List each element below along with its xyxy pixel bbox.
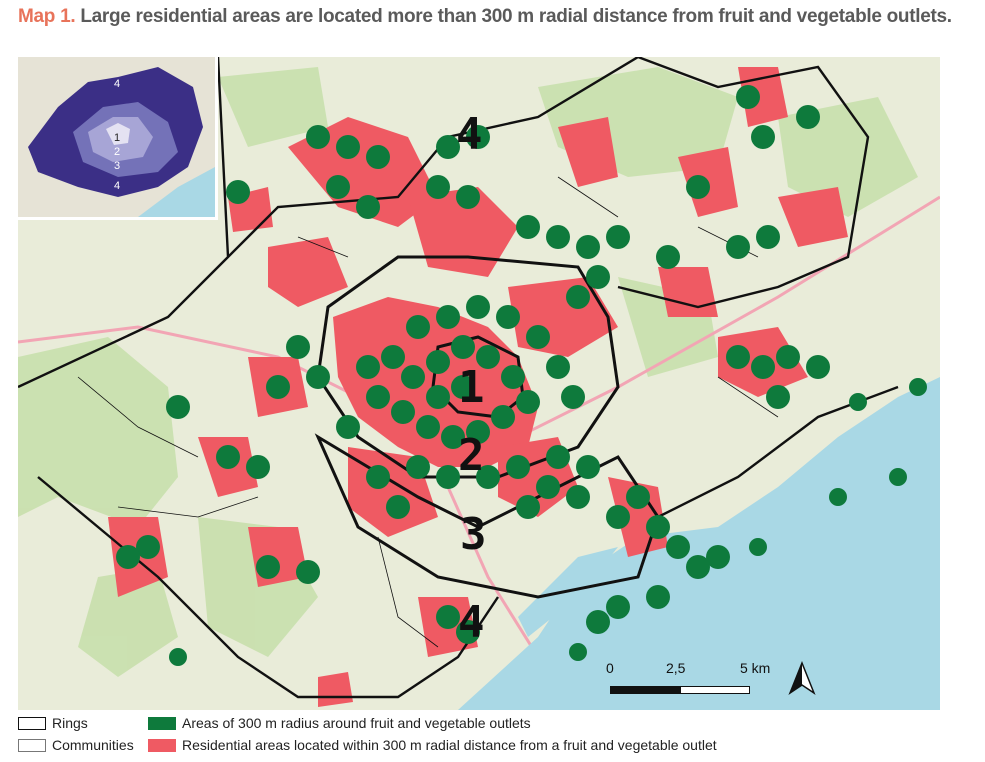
scale-segment-dark <box>610 686 680 694</box>
map-number: Map 1. <box>18 6 76 27</box>
residential-swatch <box>148 738 176 752</box>
scale-label-mid: 2,5 <box>666 660 686 676</box>
communities-swatch <box>18 738 46 752</box>
legend-label-buffer: Areas of 300 m radius around fruit and v… <box>182 715 531 731</box>
legend: Rings Communities Areas of 300 m radius … <box>18 713 978 758</box>
ring-label-4-south: 4 <box>458 597 485 648</box>
scale-segment-light <box>680 686 750 694</box>
main-map[interactable]: 1 2 3 4 4 <box>18 57 940 710</box>
sea <box>458 377 940 710</box>
scale-label-0: 0 <box>606 660 614 676</box>
ring-labels: 1 2 3 4 4 <box>456 109 487 648</box>
legend-label-communities: Communities <box>52 737 134 753</box>
inset-sea <box>138 167 215 217</box>
legend-item-residential: Residential areas located within 300 m r… <box>148 737 717 753</box>
legend-label-rings: Rings <box>52 715 88 731</box>
inset-ring-1 <box>106 123 130 145</box>
scale-label-end: 5 km <box>740 660 771 676</box>
map-caption: Large residential areas are located more… <box>80 6 952 27</box>
inset-label-1: 1 <box>114 132 120 144</box>
north-arrow-icon <box>787 660 817 695</box>
ring-label-1: 1 <box>458 362 485 413</box>
inset-label-2: 2 <box>114 146 120 158</box>
outlet-buffers <box>116 85 927 666</box>
buffer-swatch <box>148 716 176 730</box>
inset-label-4-north: 4 <box>114 78 120 90</box>
legend-item-rings: Rings <box>18 715 88 731</box>
rings-swatch <box>18 716 46 730</box>
inset-ring-labels: 1 2 3 4 4 <box>114 78 120 192</box>
scale-bar: 0 2,5 5 km <box>600 660 780 705</box>
legend-item-buffer: Areas of 300 m radius around fruit and v… <box>148 715 531 731</box>
ring-label-3: 3 <box>460 509 487 560</box>
legend-item-communities: Communities <box>18 737 134 753</box>
inset-label-4-south: 4 <box>114 180 120 192</box>
inset-canvas: 1 2 3 4 4 <box>18 57 215 217</box>
inset-label-3: 3 <box>114 160 120 172</box>
ring-label-2: 2 <box>458 430 485 481</box>
ring-label-4-north: 4 <box>456 109 483 160</box>
map-canvas: 1 2 3 4 4 <box>18 57 940 710</box>
inset-map: 1 2 3 4 4 <box>18 57 218 220</box>
map-title: Map 1. Large residential areas are locat… <box>18 6 978 28</box>
legend-label-residential: Residential areas located within 300 m r… <box>182 737 717 753</box>
